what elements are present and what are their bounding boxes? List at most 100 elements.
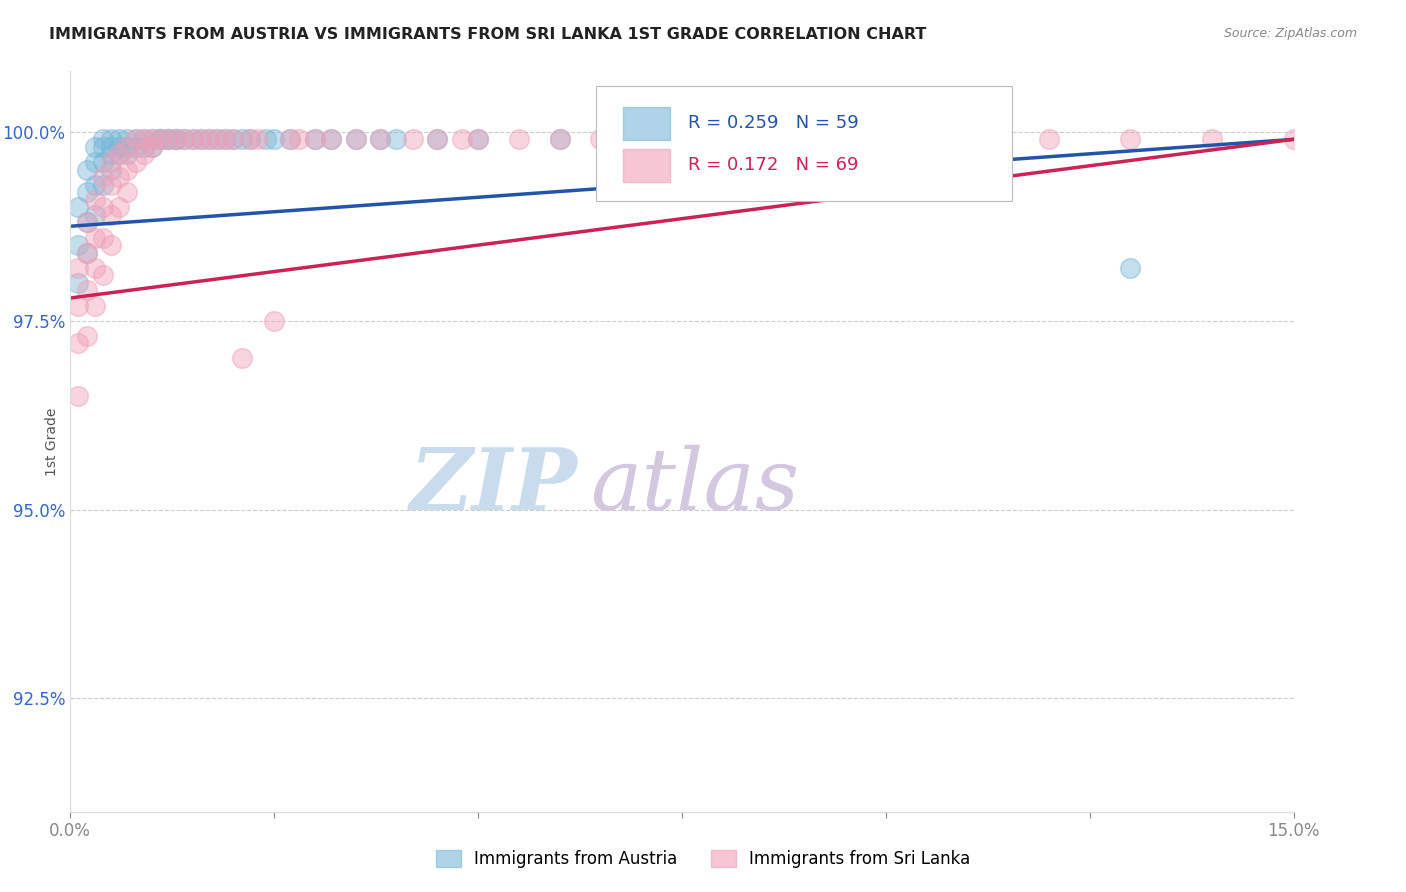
Point (157, 132, 180, 146)
Point (132, 140, 155, 154)
Text: R = 0.172   N = 69: R = 0.172 N = 69 (688, 156, 859, 174)
Point (100, 132, 122, 146)
Point (711, 132, 734, 146)
Point (1038, 132, 1060, 146)
Point (67, 260, 90, 275)
Point (263, 132, 285, 146)
Point (100, 178, 122, 192)
Point (76, 215, 98, 229)
Point (956, 132, 979, 146)
Point (100, 140, 122, 154)
Point (91, 230, 114, 244)
Point (149, 132, 172, 146)
Point (263, 313, 285, 327)
Bar (623, 107, 669, 140)
Point (793, 132, 815, 146)
Point (385, 132, 408, 146)
Point (83, 140, 105, 154)
Point (508, 132, 530, 146)
Point (287, 132, 309, 146)
Point (875, 132, 897, 146)
Point (467, 132, 489, 146)
Point (239, 132, 262, 146)
Point (67, 238, 90, 252)
Point (214, 132, 236, 146)
Point (117, 140, 139, 154)
Point (205, 132, 228, 146)
Point (108, 200, 131, 214)
Text: atlas: atlas (591, 444, 799, 527)
Point (108, 170, 131, 185)
Point (214, 132, 236, 146)
Point (83, 299, 105, 313)
Point (132, 132, 155, 146)
Point (157, 132, 180, 146)
Point (173, 132, 195, 146)
Point (91, 178, 114, 192)
Text: Source: ZipAtlas.com: Source: ZipAtlas.com (1223, 27, 1357, 40)
Point (321, 132, 343, 146)
Point (190, 132, 212, 146)
Point (205, 132, 228, 146)
Point (83, 193, 105, 207)
Point (190, 132, 212, 146)
Point (91, 132, 114, 146)
Y-axis label: 1st Grade: 1st Grade (45, 408, 59, 475)
Point (83, 155, 105, 169)
Point (198, 132, 221, 146)
Point (181, 132, 204, 146)
Point (368, 132, 391, 146)
Point (181, 132, 204, 146)
Point (76, 186, 98, 200)
Point (124, 155, 146, 169)
Point (548, 132, 571, 146)
Point (124, 132, 146, 146)
FancyBboxPatch shape (596, 87, 1012, 201)
Text: IMMIGRANTS FROM AUSTRIA VS IMMIGRANTS FROM SRI LANKA 1ST GRADE CORRELATION CHART: IMMIGRANTS FROM AUSTRIA VS IMMIGRANTS FR… (49, 27, 927, 42)
Point (165, 132, 187, 146)
Point (222, 132, 245, 146)
Point (83, 208, 105, 222)
Point (100, 147, 122, 161)
Point (467, 132, 489, 146)
Point (108, 147, 131, 161)
Point (231, 132, 253, 146)
Point (132, 147, 155, 161)
Point (67, 336, 90, 351)
Point (100, 162, 122, 177)
Point (246, 132, 269, 146)
Point (117, 132, 139, 146)
Text: ZIP: ZIP (411, 444, 578, 528)
Point (368, 132, 391, 146)
Point (231, 351, 253, 366)
Point (173, 132, 195, 146)
Point (1119, 132, 1142, 146)
Point (117, 162, 139, 177)
Point (76, 284, 98, 298)
Point (132, 132, 155, 146)
Point (141, 132, 163, 146)
Point (76, 162, 98, 177)
Point (91, 140, 114, 154)
Point (589, 132, 612, 146)
Bar (623, 149, 669, 183)
Point (76, 328, 98, 343)
Point (149, 132, 172, 146)
Point (108, 140, 131, 154)
Point (108, 132, 131, 146)
Point (100, 238, 122, 252)
Point (344, 132, 367, 146)
Point (100, 155, 122, 169)
Point (67, 299, 90, 313)
Point (149, 132, 172, 146)
Point (141, 140, 163, 154)
Point (67, 200, 90, 214)
Point (1282, 132, 1305, 146)
Point (141, 140, 163, 154)
Point (630, 132, 652, 146)
Point (91, 170, 114, 185)
Point (280, 132, 302, 146)
Point (67, 276, 90, 290)
Point (239, 132, 262, 146)
Point (76, 245, 98, 260)
